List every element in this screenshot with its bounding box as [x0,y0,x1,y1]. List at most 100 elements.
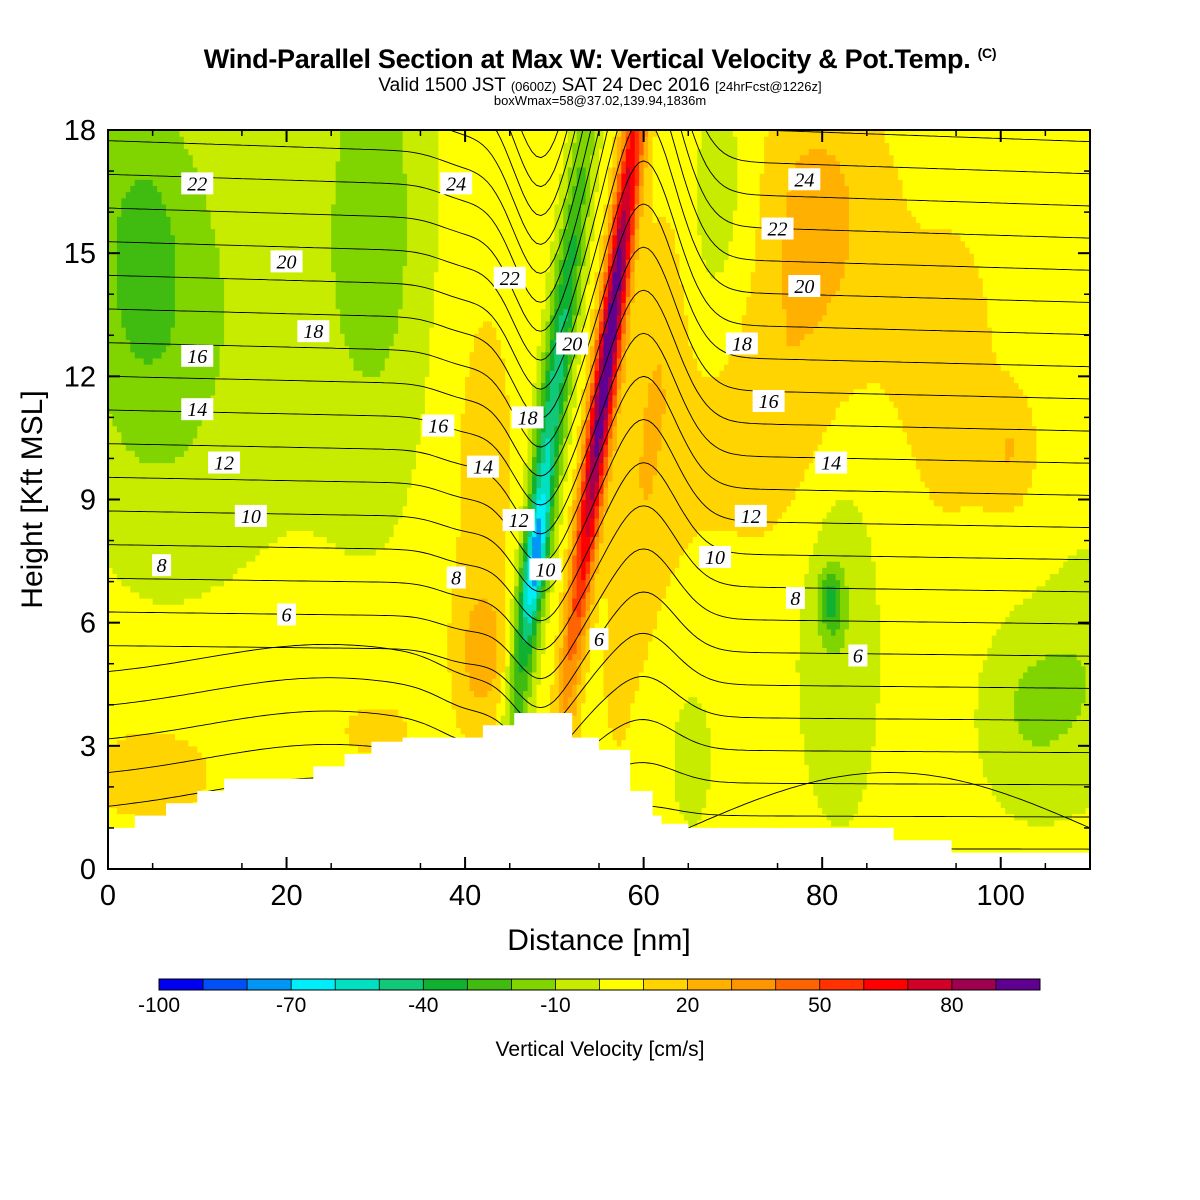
label-background [440,172,473,195]
colorbar-swatch [599,979,644,990]
colorbar-tick-label: 50 [808,994,831,1017]
theta-contour-line [108,246,1090,477]
theta-contour-label: 6 [848,644,868,668]
label-background [699,545,732,568]
theta-contour-label: 8 [152,554,172,577]
valid-time: Valid 1500 JST [378,75,506,96]
theta-contour-label: 18 [297,320,330,343]
colorbar-swatch [203,979,248,990]
theta-contour-line [108,130,1090,274]
terrain-mask [108,713,1090,869]
vertical-velocity-field [108,130,1090,869]
colorbar-tick-label: -100 [138,994,180,1017]
theta-contour-label-text: 16 [759,391,779,413]
theta-contour-label-text: 20 [277,251,297,273]
theta-contour-label-text: 6 [594,629,604,651]
theta-contour-label: 6 [277,603,297,626]
label-background [466,455,499,478]
colorbar-swatch [863,979,909,990]
theta-contour-line [108,675,1090,757]
label-background [556,332,589,355]
chart-title: Wind-Parallel Section at Max W: Vertical… [0,44,1200,75]
utc-time: (0600Z) [510,79,557,94]
label-background [181,344,214,367]
colorbar-tick-label: -40 [408,994,438,1017]
colorbar-swatch [775,979,821,990]
low-level-contour [688,772,1090,829]
label-background [297,320,330,343]
theta-contour-label-text: 12 [741,506,761,528]
theta-contour-label: 24 [788,168,821,191]
theta-contour-label-text: 12 [214,453,234,475]
label-background [181,398,214,421]
theta-contour-label: 20 [270,250,303,273]
theta-contour-label-text: 8 [451,568,461,590]
theta-contour-label-text: 22 [768,219,788,241]
y-tick-label: 18 [64,115,96,147]
theta-contour-label: 10 [234,504,267,528]
theta-contour-label: 18 [725,332,758,355]
colorbar-swatch [819,979,865,990]
theta-contour-label: 12 [208,451,241,475]
label-background [277,603,297,626]
theta-contour-label-text: 20 [794,276,814,298]
theta-contour-line [108,462,1090,622]
y-tick-label: 3 [80,731,96,763]
theta-contour-line [108,130,1090,390]
copyright-mark: (C) [977,45,997,61]
y-axis-label: Height [Kft MSL] [16,390,49,608]
y-tick-label: 15 [64,238,96,270]
colorbar-swatch [423,979,468,990]
theta-contour-label: 12 [734,504,767,528]
y-tick-label: 12 [64,361,96,393]
colorbar-tick-label: -10 [540,994,570,1017]
theta-contour-line [108,130,1090,361]
label-background [734,504,767,527]
theta-contour-line [108,130,1090,332]
colorbar-swatch [643,979,688,990]
theta-contour-label-text: 10 [535,559,555,581]
label-background [181,172,214,195]
theta-contour-label-text: 24 [794,169,814,191]
theta-contour-line [108,130,1090,303]
theta-contour-label: 22 [493,266,526,290]
label-background [752,389,785,412]
title-main: Wind-Parallel Section at Max W: Vertical… [203,44,971,74]
theta-contour-line [108,203,1090,448]
colorbar-swatch [995,979,1041,990]
theta-contour-label: 22 [181,172,214,195]
colorbar-swatch [291,979,336,990]
y-tick-label: 6 [80,608,96,640]
forecast-info: [24hrFcst@1226z] [715,79,822,94]
colorbar-swatch [907,979,953,990]
theta-contour-label-text: 10 [241,506,261,528]
theta-contour-line [108,332,1090,535]
x-tick-label: 20 [270,880,302,912]
theta-contour-label: 14 [815,451,848,475]
colorbar-tick-label: 20 [676,994,699,1017]
label-background [493,266,526,289]
box-info: boxWmax=58@37.02,139.94,1836m [493,93,707,108]
colorbar-frame [158,978,1041,991]
colorbar-swatch [687,979,732,990]
y-tick-label: 9 [80,485,96,517]
label-background [788,275,821,298]
theta-contour-label-text: 14 [821,453,841,475]
theta-contour-line [108,375,1090,564]
theta-contour-label: 8 [785,587,805,610]
colorbar-swatch [159,979,204,990]
colorbar-swatch [467,979,512,990]
theta-contour-label: 8 [446,566,466,590]
colorbar-swatch [951,979,997,990]
theta-contour-label-text: 22 [187,173,207,195]
theta-contour-label: 10 [529,558,562,581]
theta-contour-label-text: 16 [428,416,448,438]
theta-contour-label: 24 [440,172,473,195]
x-tick-label: 40 [449,880,481,912]
colorbar-label: Vertical Velocity [cm/s] [495,1038,705,1061]
theta-contour-label: 20 [788,275,821,298]
theta-contour-label: 16 [422,414,455,438]
theta-contour-label-text: 14 [473,457,493,479]
theta-contour-line [448,130,1090,245]
label-background [502,509,535,532]
